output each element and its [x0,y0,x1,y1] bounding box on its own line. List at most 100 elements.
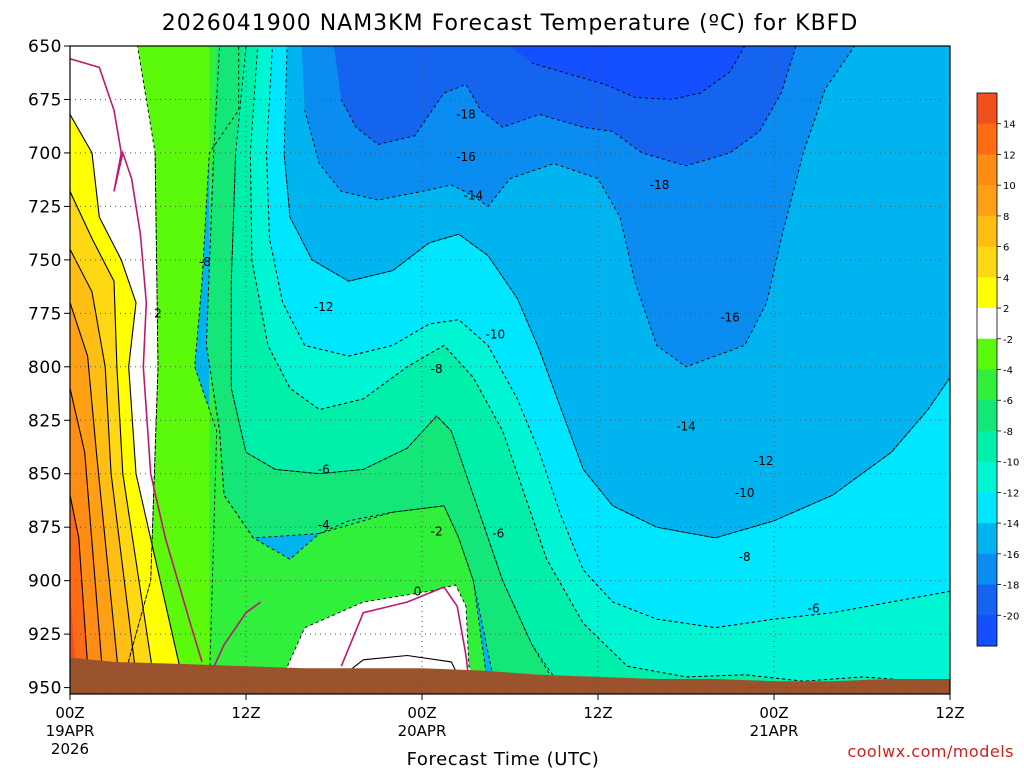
isotherm-line-6 [283,46,950,539]
contour-label-0: -18 [456,107,476,121]
y-tick-label-6: 800 [28,358,62,378]
colorbar-label-14: -16 [1003,550,1019,561]
colorbar-swatch-13 [977,492,997,524]
y-tick-label-5: 775 [28,304,62,324]
contour-label-10: -14 [676,420,696,434]
temperature-region-9 [510,46,745,100]
x-tick-label-2-0: 00Z [407,704,436,722]
contour-label-15: -2 [431,524,443,538]
y-axis: 650 675 700 725 750 775 800 825 850 875 900 925 950 [28,37,70,699]
x-tick-label-3-0: 12Z [583,704,612,722]
colorbar-label-12: -12 [1003,488,1019,499]
plot-border [69,45,951,695]
colorbar-swatch-8 [977,338,997,370]
x-tick-label-0-0: 00Z [55,704,84,722]
colorbar-swatch-2 [977,154,997,186]
contour-label-12: -6 [318,462,330,476]
y-tick-label-4: 750 [28,251,62,271]
colorbar-label-9: -6 [1003,396,1013,407]
colorbar-swatch-3 [977,185,997,217]
isotherm-line-3 [230,46,950,694]
contour-label-5: -12 [314,300,334,314]
y-tick-label-10: 900 [28,572,62,592]
contour-label-19: -6 [808,601,820,615]
contour-label-3: -18 [650,178,670,192]
y-tick-label-11: 925 [28,625,62,645]
y-tick-label-3: 725 [28,197,62,217]
contour-label-8: -16 [720,311,740,325]
colorbar-label-11: -10 [1003,458,1019,469]
contour-label-17: -8 [739,550,751,564]
x-tick-label-5-0: 12Z [935,704,964,722]
colorbar-swatch-0 [977,93,997,125]
colorbar-swatch-11 [977,430,997,463]
colorbar-label-6: 2 [1003,304,1009,315]
y-tick-label-7: 825 [28,411,62,431]
contour-label-9: -8 [431,362,443,376]
x-tick-label-0-1: 19APR [46,722,95,740]
x-tick-label-1-0: 12Z [231,704,260,722]
y-tick-label-2: 700 [28,144,62,164]
isotherm-line-9 [510,46,746,100]
colorbar-label-1: 12 [1003,150,1016,161]
credit-text[interactable]: coolwx.com/models [847,742,1014,761]
contour-label-13: -10 [735,486,755,500]
contour-label-7: -10 [486,328,506,342]
x-tick-label-4-1: 21APR [750,722,799,740]
isotherm-line-18 [340,654,460,678]
contour-label-18: 0 [414,584,422,598]
plot-area: -18 -16 -14 -18 -8 -12 2 -10 -16 -8 -14 -12 -6 -10 -4 -… [69,45,951,695]
contour-label-4: -8 [199,255,211,269]
isotherm-line-1 [205,46,489,689]
colorbar-swatch-4 [977,215,997,248]
y-tick-label-8: 850 [28,465,62,485]
y-tick-label-1: 675 [28,90,62,110]
temperature-region-4 [250,46,950,682]
color-legend: 14 12 10 8 6 4 2 -2 -4 -6 -8 -10 -12 -14 -16 -18 -20 [976,92,1019,647]
colorbar-label-4: 6 [1003,243,1009,254]
colorbar-label-3: 8 [1003,212,1009,223]
colorbar-swatch-10 [977,400,997,432]
terrain-ground [70,657,950,694]
contour-label-2: -14 [464,189,484,203]
y-tick-label-12: 950 [28,679,62,699]
isotherm-line-8 [334,46,797,167]
y-tick-label-0: 650 [28,37,62,57]
chart-title: 2026041900 NAM3KM Forecast Temperature (… [162,11,859,36]
colorbar-swatch-5 [977,246,997,278]
terrain-layer [70,657,950,694]
colorbar-swatch-9 [977,369,997,401]
temperature-region-16 [70,495,90,688]
colorbar-label-2: 10 [1003,181,1016,192]
x-tick-label-0-2: 2026 [51,740,89,758]
isotherm-line-19 [282,584,479,689]
colorbar-label-0: 14 [1003,120,1016,131]
contour-label-6: 2 [154,306,162,320]
colorbar-label-5: 4 [1003,273,1009,284]
contour-label-11: -12 [754,454,774,468]
colorbar-swatch-12 [977,461,997,493]
freezing-line-1 [208,601,262,678]
temperature-region-19 [282,584,478,688]
colorbar-swatch-15 [977,553,997,585]
colorbar-swatch-16 [977,584,997,616]
isotherm-line-2 [205,46,563,689]
colorbar-swatch-6 [977,277,997,309]
colorbar-swatch-1 [977,123,997,155]
x-tick-label-4-0: 00Z [759,704,788,722]
colorbar-label-10: -8 [1003,427,1013,438]
colorbar-swatch-7 [977,308,997,340]
temperature-region-1 [206,46,488,688]
colorbar-label-15: -18 [1003,581,1019,592]
freezing-line-2 [340,586,470,682]
colorbar-label-7: -2 [1003,335,1013,346]
colorbar-label-8: -4 [1003,366,1013,377]
x-tick-label-2-1: 20APR [398,722,447,740]
x-axis-title: Forecast Time (UTC) [407,749,600,768]
contour-label-14: -4 [318,518,330,532]
isotherm-line-11 [70,114,186,689]
y-tick-label-9: 875 [28,518,62,538]
colorbar-label-16: -20 [1003,611,1019,622]
